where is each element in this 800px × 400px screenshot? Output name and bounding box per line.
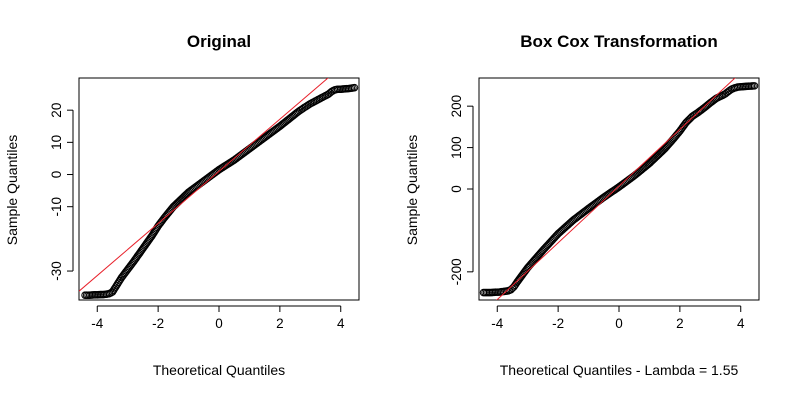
- y-axis-label: Sample Quantiles: [4, 135, 20, 246]
- y-tick-label: 0: [49, 171, 64, 179]
- x-axis-label: Theoretical Quantiles: [153, 362, 285, 378]
- y-axis-label: Sample Quantiles: [404, 135, 420, 246]
- x-tick-label: -2: [152, 316, 164, 331]
- y-tick-label: 200: [449, 95, 464, 118]
- y-tick-label: -10: [49, 197, 64, 217]
- x-tick-label: -4: [491, 316, 503, 331]
- x-tick-label: 4: [337, 316, 345, 331]
- reference-line: [79, 78, 329, 292]
- x-tick-label: 4: [737, 316, 745, 331]
- plot-frame: [78, 77, 360, 301]
- y-tick-label: 100: [449, 136, 464, 159]
- panel-original: Original Theoretical Quantiles Sample Qu…: [4, 32, 360, 378]
- plot-frame: [478, 77, 760, 301]
- y-tick-label: -200: [449, 258, 464, 285]
- point-group: [81, 83, 359, 299]
- x-tick-label: 0: [215, 316, 223, 331]
- data-point: [212, 167, 221, 176]
- y-tick-label: 10: [49, 135, 64, 150]
- x-tick-label: -2: [552, 316, 564, 331]
- reference-line: [496, 78, 736, 300]
- x-tick-label: 0: [615, 316, 623, 331]
- y-tick-label: 20: [49, 103, 64, 118]
- y-tick-label: 0: [449, 185, 464, 193]
- chart-title: Box Cox Transformation: [520, 32, 717, 51]
- y-tick-label: -30: [49, 261, 64, 281]
- x-tick-label: -4: [91, 316, 103, 331]
- chart-title: Original: [187, 32, 251, 51]
- x-axis-label: Theoretical Quantiles - Lambda = 1.55: [500, 362, 739, 378]
- data-point: [750, 82, 759, 90]
- x-tick-label: 2: [276, 316, 284, 331]
- point-group: [479, 82, 759, 297]
- panel-box-cox: Box Cox Transformation Theoretical Quant…: [404, 32, 760, 378]
- x-tick-label: 2: [676, 316, 684, 331]
- data-point: [350, 83, 359, 92]
